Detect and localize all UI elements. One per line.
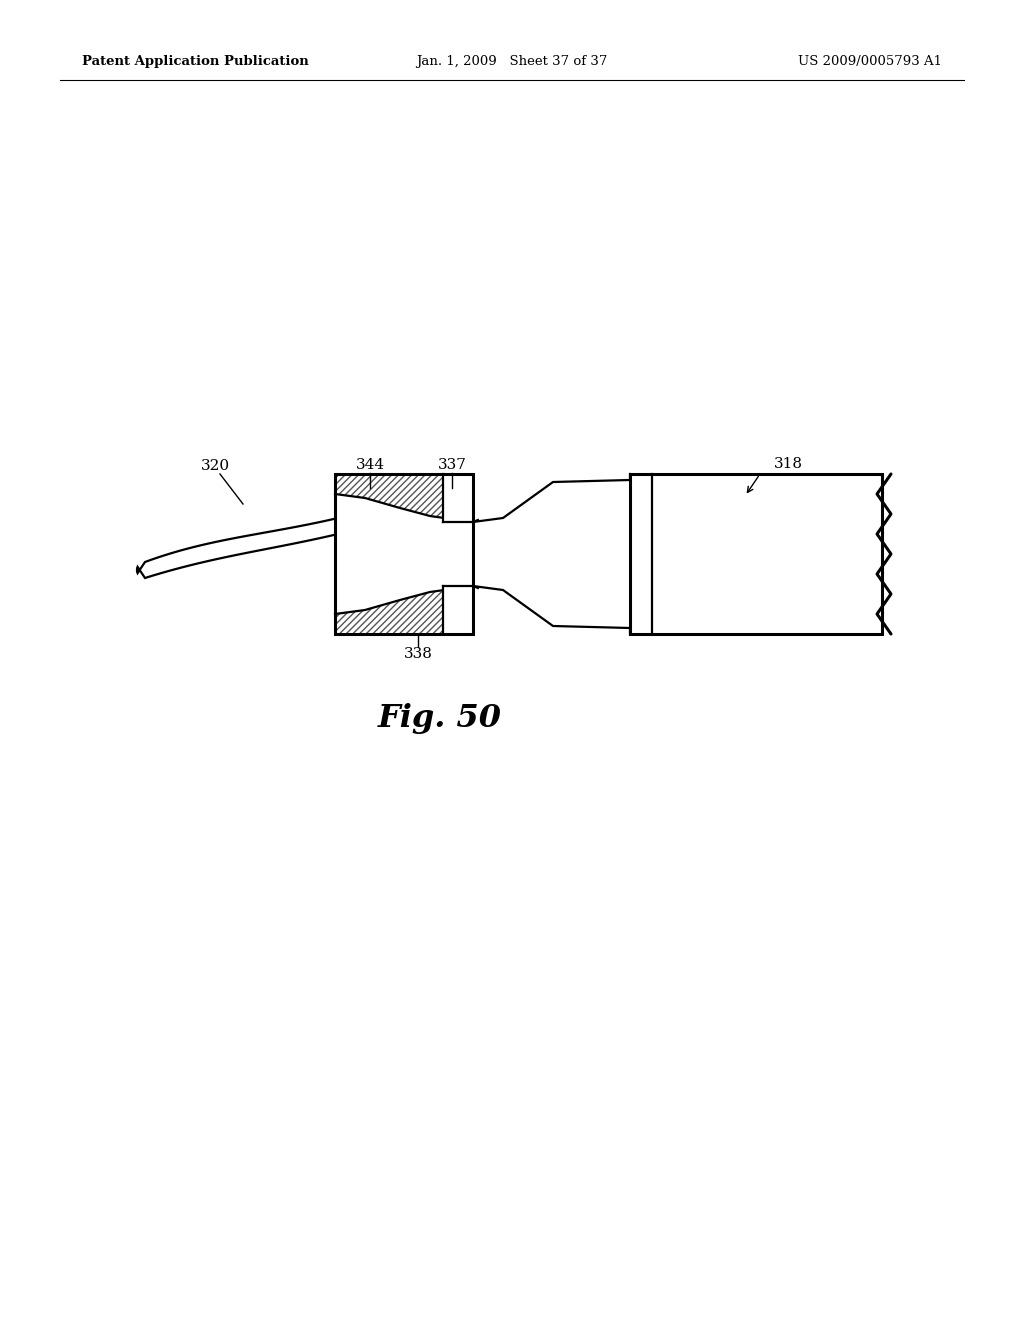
Text: Fig. 50: Fig. 50	[378, 702, 502, 734]
Text: US 2009/0005793 A1: US 2009/0005793 A1	[798, 55, 942, 69]
Text: 338: 338	[403, 647, 432, 661]
Text: 337: 337	[437, 458, 467, 473]
Text: 318: 318	[773, 457, 803, 471]
Bar	[335, 474, 473, 634]
Bar	[335, 474, 473, 634]
Text: 344: 344	[355, 458, 385, 473]
Polygon shape	[335, 494, 473, 614]
Polygon shape	[137, 517, 338, 578]
Bar	[443, 474, 473, 523]
Text: Jan. 1, 2009   Sheet 37 of 37: Jan. 1, 2009 Sheet 37 of 37	[417, 55, 607, 69]
Text: Patent Application Publication: Patent Application Publication	[82, 55, 309, 69]
Bar	[630, 474, 882, 634]
Text: 320: 320	[201, 459, 229, 473]
Bar	[335, 474, 473, 634]
Bar	[443, 585, 473, 635]
